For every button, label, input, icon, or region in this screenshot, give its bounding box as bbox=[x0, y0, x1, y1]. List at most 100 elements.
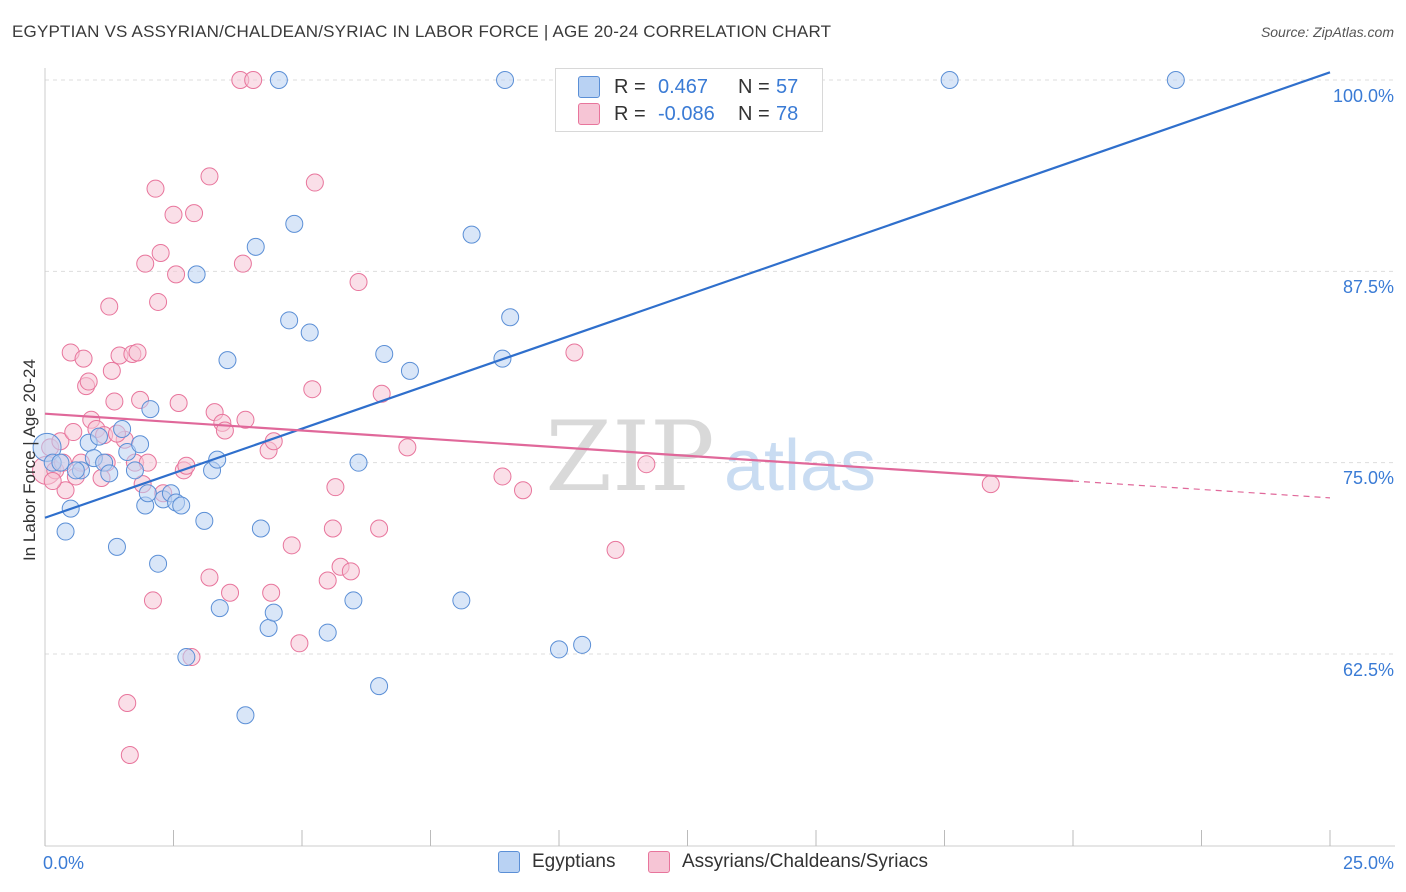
n-value: 57 bbox=[776, 75, 799, 98]
assyrian-point bbox=[64, 423, 83, 442]
y-tick-75: 75.0% bbox=[1342, 468, 1394, 488]
assyrian-point bbox=[236, 410, 255, 429]
egyptian-point bbox=[66, 461, 85, 480]
egyptian-point bbox=[318, 623, 337, 642]
assyrian-point bbox=[221, 583, 240, 602]
legend-item-egyptians: Egyptians bbox=[498, 851, 615, 873]
egyptian-point bbox=[269, 71, 288, 89]
assyrian-point bbox=[128, 343, 147, 362]
egyptian-point bbox=[131, 435, 150, 454]
egyptian-point bbox=[149, 554, 168, 573]
assyrian-point bbox=[164, 205, 183, 224]
egyptian-point bbox=[501, 308, 520, 327]
egyptian-point bbox=[349, 453, 368, 472]
egyptian-point bbox=[280, 311, 299, 330]
assyrian-point bbox=[56, 481, 75, 500]
assyrian-point bbox=[146, 179, 165, 198]
assyrian-point bbox=[341, 562, 360, 581]
assyrian-point bbox=[303, 380, 322, 399]
assyrian-point bbox=[514, 481, 533, 500]
grid-lines bbox=[45, 79, 1395, 655]
egyptian-point bbox=[107, 537, 126, 556]
r-value: -0.086 bbox=[658, 102, 715, 125]
egyptian-point bbox=[264, 603, 283, 622]
assyrian-point bbox=[100, 297, 119, 316]
assyrian-point bbox=[349, 273, 368, 292]
assyrian-point bbox=[290, 634, 309, 653]
assyrian-point bbox=[79, 372, 98, 391]
assyrian-point bbox=[637, 455, 656, 474]
egyptian-point bbox=[285, 214, 304, 233]
assyrian-point bbox=[370, 519, 389, 538]
legend-egyptians-label: Egyptians bbox=[532, 851, 616, 872]
assyrian-point bbox=[167, 265, 186, 284]
egyptian-point bbox=[940, 71, 959, 89]
assyrian-point bbox=[233, 254, 252, 273]
egyptian-point bbox=[208, 450, 227, 469]
correlation-legend: R = 0.467 N = 57 R = -0.086 N = 78 bbox=[555, 68, 823, 132]
egyptian-point bbox=[246, 237, 265, 256]
egyptian-point bbox=[218, 351, 237, 370]
assyrian-point bbox=[151, 243, 170, 262]
assyrian-point bbox=[169, 393, 188, 412]
trend-lines bbox=[44, 71, 1331, 519]
assyrian-point bbox=[102, 361, 121, 380]
assyrian-point bbox=[326, 478, 345, 497]
n-label: N = bbox=[738, 75, 770, 98]
egyptian-point bbox=[300, 323, 319, 342]
legend-assyrians-label: Assyrians/Chaldeans/Syriacs bbox=[682, 851, 929, 872]
egyptian-point bbox=[172, 496, 191, 515]
egyptian-point bbox=[141, 400, 160, 419]
n-value: 78 bbox=[776, 102, 799, 125]
assyrian-point bbox=[372, 384, 391, 403]
assyrian-point bbox=[149, 292, 168, 311]
assyrian-point bbox=[200, 167, 219, 186]
y-tick-62-5: 62.5% bbox=[1342, 660, 1394, 680]
source-label: Source: ZipAtlas.com bbox=[1260, 24, 1394, 40]
assyrian-point bbox=[105, 392, 124, 411]
x-tick-min: 0.0% bbox=[43, 853, 85, 873]
assyrian-point bbox=[185, 204, 204, 223]
egyptian-point bbox=[370, 677, 389, 696]
y-axis-label: In Labor Force | Age 20-24 bbox=[20, 359, 39, 561]
egyptian-point bbox=[259, 618, 278, 637]
assyrian-point bbox=[143, 591, 162, 610]
assyrian-point bbox=[43, 472, 62, 491]
egyptians-swatch bbox=[578, 76, 600, 98]
egyptian-point bbox=[375, 344, 394, 363]
egyptian-point bbox=[496, 71, 515, 89]
assyrians-trend-line bbox=[44, 412, 1074, 483]
egyptian-point bbox=[462, 225, 481, 244]
y-tick-100: 100.0% bbox=[1332, 86, 1394, 106]
assyrians-trend-extension bbox=[1072, 480, 1331, 499]
assyrian-point bbox=[398, 438, 417, 457]
assyrian-point bbox=[200, 568, 219, 587]
assyrian-point bbox=[262, 583, 281, 602]
egyptian-point bbox=[251, 519, 270, 538]
egyptian-point bbox=[195, 511, 214, 530]
assyrian-point bbox=[981, 475, 1000, 494]
egyptian-point bbox=[100, 464, 119, 483]
assyrian-point bbox=[118, 693, 137, 712]
egyptian-point bbox=[125, 461, 144, 480]
series-assyrians-points bbox=[32, 71, 1000, 765]
assyrian-point bbox=[565, 343, 584, 362]
assyrian-point bbox=[318, 571, 337, 590]
egyptians-trend-line bbox=[44, 71, 1331, 519]
egyptian-point bbox=[51, 453, 70, 472]
watermark-zip: ZIP bbox=[545, 401, 714, 513]
y-tick-87-5: 87.5% bbox=[1342, 277, 1394, 297]
assyrians-swatch bbox=[578, 103, 600, 125]
assyrian-point bbox=[74, 349, 93, 368]
assyrian-point bbox=[282, 536, 301, 555]
r-label: R = bbox=[614, 75, 646, 98]
egyptian-point bbox=[550, 640, 568, 659]
assyrian-point bbox=[136, 254, 155, 273]
r-value: 0.467 bbox=[658, 75, 709, 98]
legend-item-assyrians: Assyrians/Chaldeans/Syriacs bbox=[648, 851, 928, 873]
egyptian-point bbox=[187, 265, 206, 284]
egyptian-point bbox=[236, 706, 255, 725]
n-label: N = bbox=[738, 102, 770, 125]
assyrian-point bbox=[493, 467, 512, 486]
